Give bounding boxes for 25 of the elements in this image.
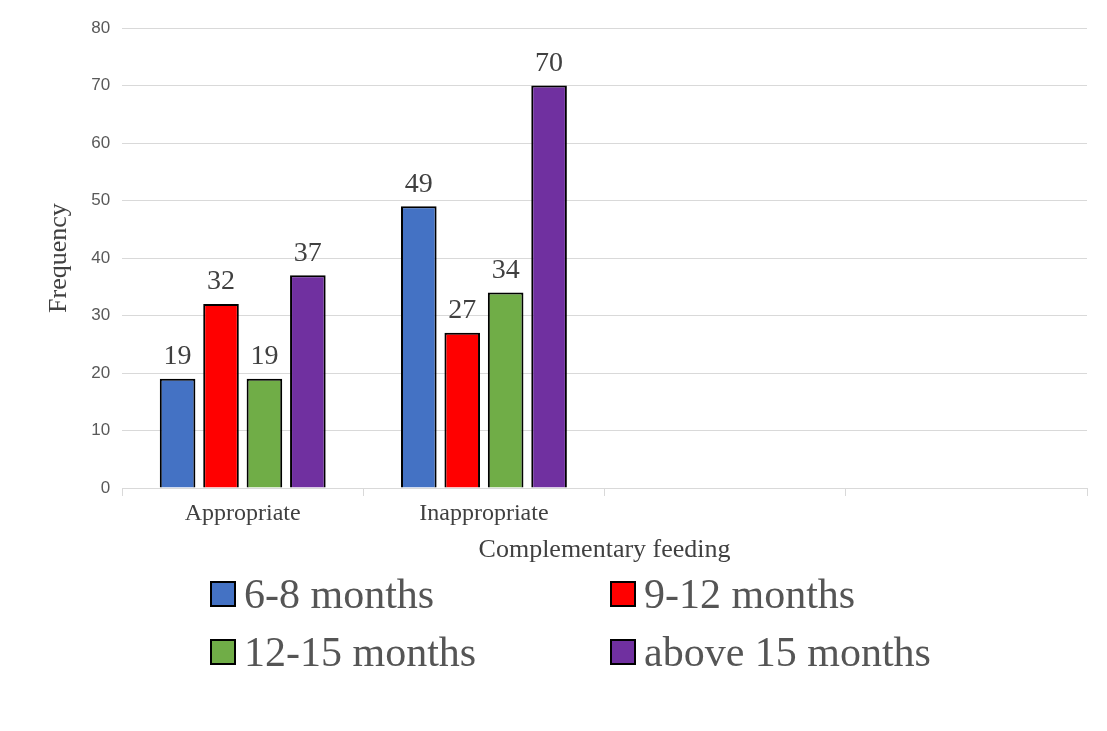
- y-tick-label: 20: [91, 362, 111, 382]
- data-label: 32: [207, 264, 236, 296]
- data-label: 19: [163, 339, 192, 371]
- y-tick-label: 50: [91, 190, 111, 210]
- legend-label: 9-12 months: [644, 570, 856, 618]
- data-label: 37: [293, 235, 322, 267]
- x-tick-label: Appropriate: [184, 498, 301, 525]
- data-label: 34: [491, 252, 520, 284]
- y-tick-label: 40: [91, 247, 111, 267]
- x-axis-title: Complementary feeding: [478, 534, 731, 564]
- data-label: 70: [535, 45, 564, 77]
- y-tick-label: 70: [91, 75, 111, 95]
- y-tick-label: 80: [91, 17, 111, 37]
- data-label: 49: [404, 166, 433, 198]
- y-axis-title: Frequency: [43, 203, 73, 313]
- y-tick-label: 10: [91, 420, 111, 440]
- data-label: 19: [250, 339, 279, 371]
- y-tick-label: 60: [91, 132, 111, 152]
- legend-label: above 15 months: [644, 628, 931, 676]
- x-tick-label: Inappropriate: [419, 498, 549, 525]
- data-label: 27: [448, 293, 477, 325]
- legend-label: 12-15 months: [244, 628, 477, 676]
- y-tick-label: 0: [100, 477, 111, 497]
- legend-label: 6-8 months: [244, 570, 435, 618]
- y-tick-label: 30: [91, 305, 111, 325]
